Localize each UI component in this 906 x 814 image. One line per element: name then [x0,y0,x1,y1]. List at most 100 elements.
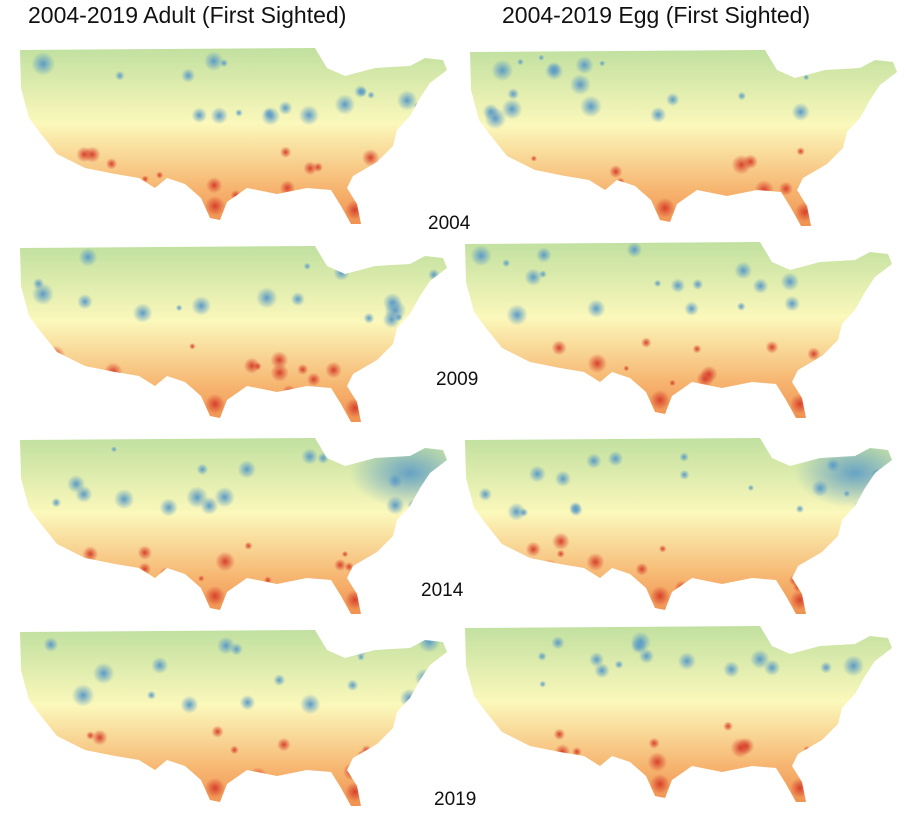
high-value-spot [569,503,583,517]
heatmap-adult-2009 [20,246,447,422]
high-value-spot [784,295,800,312]
high-value-spot [589,652,605,668]
egg-column-title: 2004-2019 Egg (First Sighted) [502,2,811,28]
low-value-spot [551,532,570,551]
low-value-spot [551,340,567,356]
low-value-spot [56,757,70,770]
high-value-spot [491,59,514,82]
low-value-spot [253,362,262,371]
high-value-spot [538,54,545,61]
heatmap-egg-2004 [470,50,897,226]
low-value-spot [82,546,99,562]
high-value-spot [115,70,125,81]
low-value-spot [279,146,292,158]
high-value-spot [537,651,547,661]
low-value-spot [650,586,670,606]
high-value-spot [551,636,565,650]
high-value-spot [736,302,746,311]
low-value-spot [159,567,173,581]
low-value-spot [635,562,649,576]
low-value-spot [215,551,236,572]
low-value-spot [344,562,354,572]
low-value-spot [345,200,365,220]
low-value-spot [553,728,566,741]
high-value-spot [528,465,546,483]
low-value-spot [206,177,223,194]
high-value-spot [750,649,770,669]
high-value-spot [256,287,278,309]
high-value-spot [502,259,511,268]
high-value-spot [599,60,606,67]
map-surface [465,242,892,418]
high-value-spot [382,310,401,329]
low-value-spot [539,559,559,578]
high-value-spot [677,651,697,671]
high-value-spot [181,68,196,83]
high-value-spot [791,102,810,122]
low-value-spot [334,558,347,572]
high-value-spot [417,630,441,653]
low-value-spot [205,394,225,414]
low-value-spot [790,394,810,414]
high-value-spot [399,688,420,708]
high-value-spot [842,655,865,677]
low-value-spot [105,158,118,170]
high-value-spot [203,51,224,71]
high-value-spot [670,278,686,293]
low-value-spot [325,361,342,379]
high-value-spot [273,674,286,686]
high-value-spot [544,61,564,81]
high-value-spot [524,268,543,286]
low-value-spot [623,365,630,372]
low-value-spot [270,363,289,382]
high-value-spot [43,637,59,652]
high-value-spot [301,448,318,465]
low-value-spot [723,721,733,732]
high-value-spot [650,106,667,123]
low-value-spot [696,370,714,388]
high-value-spot [653,279,662,288]
low-value-spot [655,198,675,218]
high-value-spot [826,458,840,473]
low-value-spot [357,749,368,761]
high-value-spot [870,284,888,302]
low-value-spot [520,566,533,580]
low-value-spot [86,731,95,740]
high-value-spot [317,452,329,464]
low-value-spot [669,379,676,387]
high-value-spot [146,690,156,700]
low-value-spot [205,586,225,606]
low-value-spot [572,747,582,757]
high-value-spot [692,278,704,290]
high-value-spot [723,661,740,678]
high-value-spot [334,94,356,115]
high-value-spot [407,499,419,511]
value-gradient [20,48,447,224]
high-value-spot [684,301,699,316]
low-value-spot [230,190,242,201]
low-value-spot [525,541,541,557]
high-value-spot [506,304,528,326]
heatmap-egg-2009 [465,242,892,418]
high-value-spot [418,302,436,319]
low-value-spot [230,745,239,755]
low-value-spot [803,745,811,754]
high-value-spot [554,470,572,487]
high-value-spot [353,642,368,658]
low-value-spot [138,562,152,576]
high-value-spot [186,486,209,509]
high-value-spot [507,502,526,521]
high-value-spot [323,630,345,651]
low-value-spot [795,202,815,222]
low-value-spot [790,590,810,610]
high-value-spot [586,453,602,469]
value-gradient [470,50,897,226]
low-value-spot [270,351,289,369]
low-value-spot [554,763,575,784]
low-value-spot [796,183,811,197]
low-value-spot [609,164,623,179]
high-value-spot [801,626,818,640]
high-value-spot [71,684,95,707]
value-gradient [20,246,447,422]
low-value-spot [658,545,667,553]
